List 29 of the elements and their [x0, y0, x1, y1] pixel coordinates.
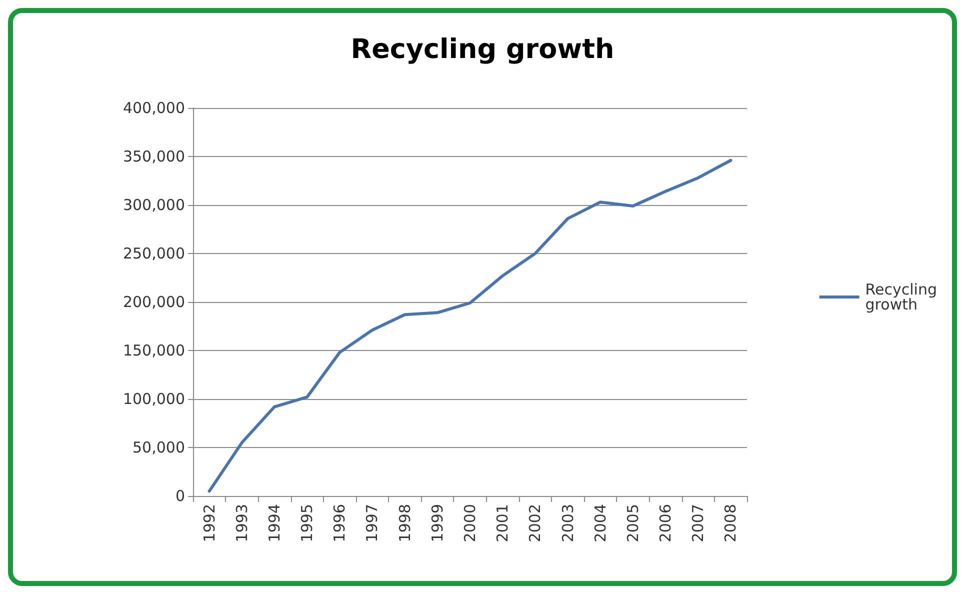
y-tick-label: 300,000	[122, 196, 185, 214]
x-tick-label: 2003	[558, 504, 577, 542]
line-series	[208, 158, 732, 493]
x-tick-label: 2000	[461, 504, 479, 542]
x-tick-label: 1992	[200, 504, 218, 542]
x-tick-label: 1995	[298, 504, 316, 542]
x-tick-label: 1996	[330, 504, 349, 542]
y-tick-label: 250,000	[122, 244, 185, 262]
y-tick-label: 400,000	[122, 99, 185, 117]
x-tick-label: 2008	[722, 504, 740, 542]
x-tick-label: 2001	[494, 504, 512, 542]
y-tick-label: 200,000	[122, 293, 185, 311]
y-tick-label: 150,000	[122, 342, 185, 360]
legend-label: Recycling growth	[865, 280, 938, 314]
x-tick-label: 1998	[396, 504, 414, 542]
x-tick-label: 2004	[591, 504, 610, 542]
y-tick-label: 50,000	[132, 438, 185, 456]
y-tick-label: 350,000	[122, 148, 185, 166]
x-tick-label: 2007	[689, 504, 708, 542]
x-tick-label: 2005	[624, 504, 642, 542]
x-tick-label: 2006	[656, 504, 675, 542]
x-tick-label: 1999	[428, 504, 446, 542]
chart-title: Recycling growth	[350, 34, 614, 65]
x-tick-label: 1997	[363, 504, 382, 542]
x-tick-label: 1993	[232, 504, 251, 542]
x-tick-label: 1994	[265, 504, 284, 542]
y-tick-label: 100,000	[122, 390, 185, 408]
y-tick-label: 0	[175, 487, 185, 505]
x-tick-label: 2002	[526, 504, 544, 542]
